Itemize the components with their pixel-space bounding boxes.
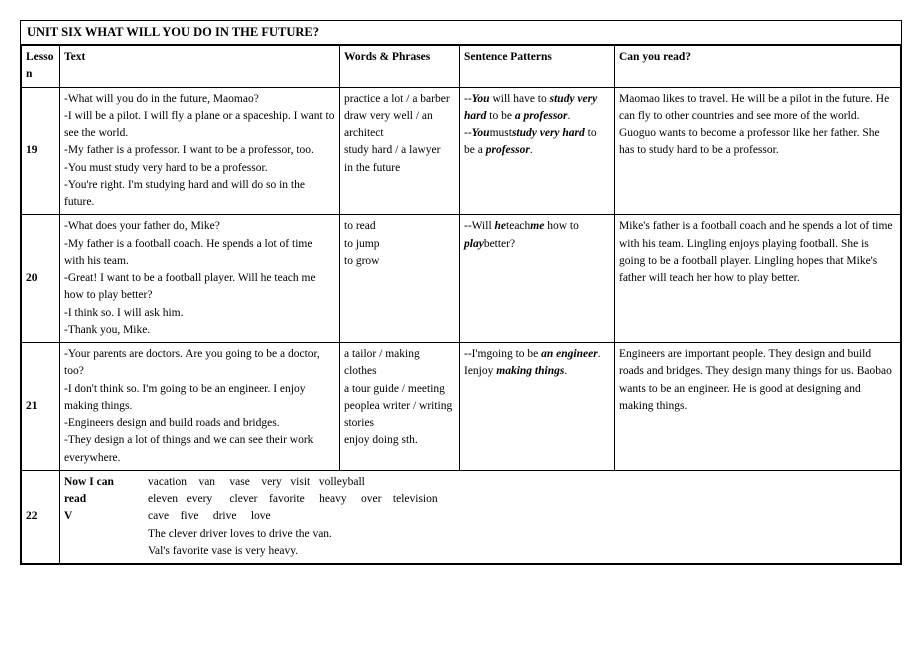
text-line: -You must study very hard to be a profes… — [64, 160, 335, 177]
text-cell: -What will you do in the future, Maomao?… — [60, 87, 340, 215]
phonics-label: read — [64, 491, 134, 508]
phonics-line: The clever driver loves to drive the van… — [142, 526, 896, 543]
sent-frag: study very hard — [512, 127, 585, 139]
lesson-table: Lesson Text Words & Phrases Sentence Pat… — [21, 45, 901, 564]
header-lesson: Lesson — [22, 46, 60, 88]
phonics-label: Now I can — [64, 474, 134, 491]
header-words: Words & Phrases — [340, 46, 460, 88]
read-cell: Engineers are important people. They des… — [615, 343, 901, 471]
sent-frag: making things — [496, 365, 564, 377]
sent-frag: he — [495, 220, 507, 232]
text-line: -They design a lot of things and we can … — [64, 432, 335, 467]
read-cell: Mike's father is a football coach and he… — [615, 215, 901, 343]
text-line: -Engineers design and build roads and br… — [64, 415, 335, 432]
text-line: -I will be a pilot. I will fly a plane o… — [64, 108, 335, 143]
read-cell: Maomao likes to travel. He will be a pil… — [615, 87, 901, 215]
text-line: -I don't think so. I'm going to be an en… — [64, 381, 335, 416]
sent-frag: me — [530, 220, 544, 232]
words-cell: practice a lot / a barber draw very well… — [340, 87, 460, 215]
phonics-cell: Now I can read V vacation van vase very … — [60, 470, 901, 563]
phonics-label: V — [64, 508, 134, 525]
sent-frag: must — [490, 127, 512, 139]
sent-frag: --Will — [464, 220, 495, 232]
sent-frag: how to — [544, 220, 579, 232]
sent-frag: I​enjoy — [464, 365, 496, 377]
table-row: 21 -Your parents are doctors. Are you go… — [22, 343, 901, 471]
text-cell: -What does your father do, Mike? -My fat… — [60, 215, 340, 343]
sent-frag: will have to — [490, 93, 550, 105]
lesson-number: 20 — [22, 215, 60, 343]
sent-frag: professor — [486, 144, 530, 156]
sent-frag: . — [568, 110, 571, 122]
text-line: -I think so. I will ask him. — [64, 305, 335, 322]
text-line: -What does your father do, Mike? — [64, 218, 335, 235]
unit-title: UNIT SIX WHAT WILL YOU DO IN THE FUTURE? — [21, 21, 901, 45]
header-text: Text — [60, 46, 340, 88]
lesson-number: 21 — [22, 343, 60, 471]
sent-frag: teach — [506, 220, 530, 232]
table-row: 19 -What will you do in the future, Maom… — [22, 87, 901, 215]
sentence-cell: --You will have to study very hard to be… — [460, 87, 615, 215]
header-sentence: Sentence Patterns — [460, 46, 615, 88]
text-line: -My father is a professor. I want to be … — [64, 142, 335, 159]
words-cell: to read to jump to grow — [340, 215, 460, 343]
text-line: -My father is a football coach. He spend… — [64, 236, 335, 271]
sent-frag: You — [472, 93, 490, 105]
text-line: -Your parents are doctors. Are you going… — [64, 346, 335, 381]
text-line: -Thank you, Mike. — [64, 322, 335, 339]
sent-frag: . — [598, 348, 601, 360]
lesson-number: 19 — [22, 87, 60, 215]
phonics-line: eleven every clever favorite heavy over … — [142, 491, 896, 508]
sent-frag: -- — [464, 93, 472, 105]
sent-frag: better? — [484, 238, 515, 250]
sent-frag: an engineer — [541, 348, 598, 360]
text-line: -You're right. I'm studying hard and wil… — [64, 177, 335, 212]
text-line: -What will you do in the future, Maomao? — [64, 91, 335, 108]
table-row: 20 -What does your father do, Mike? -My … — [22, 215, 901, 343]
phonics-line: Val's favorite vase is very heavy. — [142, 543, 896, 560]
phonics-line: vacation van vase very visit volleyball — [142, 474, 896, 491]
header-read: Can you read? — [615, 46, 901, 88]
sent-frag: -- — [464, 127, 472, 139]
sent-frag: You — [472, 127, 490, 139]
sent-frag: play — [464, 238, 484, 250]
sent-frag: to be — [486, 110, 514, 122]
words-cell: a tailor / making clothes a tour guide /… — [340, 343, 460, 471]
table-row: 22 Now I can read V vacation van vase ve… — [22, 470, 901, 563]
phonics-line: cave five drive love — [142, 508, 896, 525]
sent-frag: . — [564, 365, 567, 377]
sent-frag: --I'm​going to be — [464, 348, 541, 360]
header-row: Lesson Text Words & Phrases Sentence Pat… — [22, 46, 901, 88]
lesson-number: 22 — [22, 470, 60, 563]
sentence-cell: --I'm​going to be an engineer. I​enjoy m… — [460, 343, 615, 471]
text-cell: -Your parents are doctors. Are you going… — [60, 343, 340, 471]
sent-frag: a professor — [515, 110, 568, 122]
sentence-cell: --Will heteachme how to playbetter? — [460, 215, 615, 343]
sent-frag: . — [530, 144, 533, 156]
text-line: -Great! I want to be a football player. … — [64, 270, 335, 305]
lesson-table-container: UNIT SIX WHAT WILL YOU DO IN THE FUTURE?… — [20, 20, 902, 565]
